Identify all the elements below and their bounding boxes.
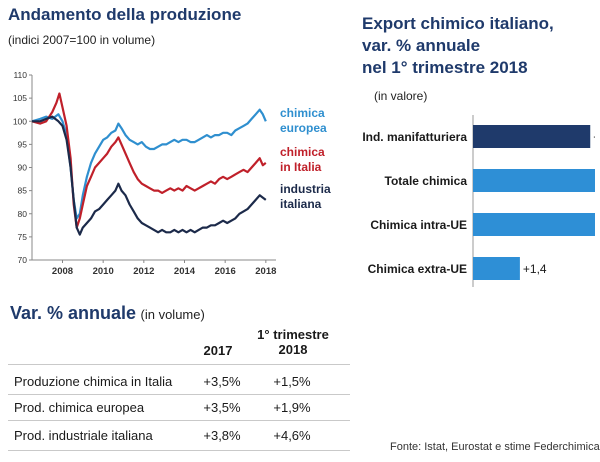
table-title-note: (in volume) — [140, 307, 205, 322]
row-value-2017: +3,8% — [203, 428, 241, 443]
row-value-2017: +3,5% — [203, 374, 241, 389]
series-line-1 — [31, 92, 267, 229]
x-tick-label: 2018 — [255, 266, 276, 277]
series-label: europea — [280, 121, 327, 135]
bar-category-label: Totale chimica — [385, 174, 468, 188]
series-label: in Italia — [280, 160, 322, 174]
series-label: chimica — [280, 145, 325, 159]
bar — [473, 169, 595, 192]
row-value-q1: +4,6% — [273, 428, 311, 443]
row-label: Prod. chimica europea — [14, 400, 145, 415]
x-tick-label: 2008 — [52, 266, 73, 277]
bar-category-label: Ind. manifatturiera — [362, 130, 467, 144]
bar — [473, 125, 591, 148]
series-label: chimica — [280, 106, 325, 120]
table-row: Produzione chimica in Italia +3,5% +1,5% — [10, 370, 350, 394]
table-header-divider — [8, 364, 350, 365]
line-chart-subtitle: (indici 2007=100 in volume) — [8, 33, 156, 47]
table-row-divider — [8, 420, 350, 421]
table-bottom-divider — [8, 450, 350, 451]
table-row-divider — [8, 394, 350, 395]
y-tick-label: 80 — [18, 209, 28, 219]
y-tick-label: 100 — [13, 116, 27, 126]
y-tick-label: 70 — [18, 255, 28, 265]
y-tick-label: 110 — [13, 70, 27, 80]
y-tick-label: 95 — [18, 139, 28, 149]
table-row: Prod. industriale italiana +3,8% +4,6% — [10, 424, 350, 448]
bar — [473, 257, 520, 280]
x-tick-label: 2016 — [215, 266, 236, 277]
bar — [473, 213, 595, 236]
table-title: Var. % annuale (in volume) — [10, 303, 205, 324]
table-row: Prod. chimica europea +3,5% +1,9% — [10, 396, 350, 420]
series-line-2 — [32, 115, 267, 236]
series-label: italiana — [280, 197, 322, 211]
bar-chart-subtitle: (in valore) — [374, 89, 428, 103]
bar-value-label: +1,4 — [523, 262, 547, 276]
row-value-q1: +1,5% — [273, 374, 311, 389]
column-header-2017: 2017 — [203, 343, 233, 358]
bar-chart-title-line-1: Export chimico italiano, — [362, 14, 554, 33]
bar-value-label: +3,5 — [593, 130, 595, 144]
row-label: Prod. industriale italiana — [14, 428, 153, 443]
production-line-chart: 70 75 80 85 90 95 100 105 110 2008 2010 2012 2014 201… — [13, 70, 331, 277]
row-value-q1: +1,9% — [273, 400, 311, 415]
bar-category-label: Chimica extra-UE — [368, 262, 467, 276]
y-tick-label: 85 — [18, 186, 28, 196]
y-tick-label: 90 — [18, 163, 28, 173]
y-tick-label: 105 — [13, 93, 27, 103]
table-title-main: Var. % annuale — [10, 303, 137, 323]
series-line-0 — [31, 108, 267, 220]
x-tick-label: 2010 — [93, 266, 114, 277]
column-header-q1-2018: 1° trimestre 2018 — [257, 327, 329, 357]
row-label: Produzione chimica in Italia — [14, 374, 173, 389]
row-value-2017: +3,5% — [203, 400, 241, 415]
bar-chart-title-line-2: var. % annuale — [362, 36, 481, 55]
bar-category-label: Chimica intra-UE — [370, 218, 467, 232]
x-tick-label: 2012 — [133, 266, 154, 277]
series-label: industria — [280, 182, 331, 196]
x-tick-label: 2014 — [174, 266, 196, 277]
bar-chart-title: Export chimico italiano, var. % annuale … — [362, 13, 554, 79]
source-note: Fonte: Istat, Eurostat e stime Federchim… — [390, 441, 600, 453]
bar-chart-title-line-3: nel 1° trimestre 2018 — [362, 58, 528, 77]
export-bar-chart: Ind. manifatturiera+3,5Totale chimica+4,… — [362, 115, 595, 287]
y-tick-label: 75 — [18, 232, 28, 242]
line-chart-title: Andamento della produzione — [8, 5, 242, 24]
